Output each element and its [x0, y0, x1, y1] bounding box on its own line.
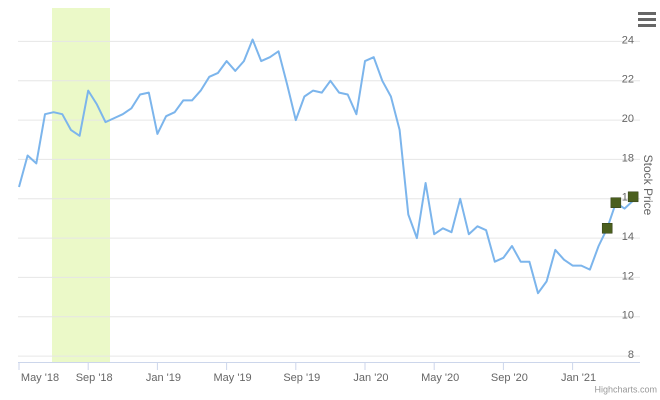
menu-button[interactable] — [638, 12, 656, 27]
price-line — [18, 38, 634, 295]
menu-bar — [638, 18, 656, 21]
x-tick-label: Sep '20 — [491, 372, 528, 384]
menu-bar — [638, 24, 656, 27]
y-tick-label: 14 — [622, 231, 634, 243]
y-tick-label: 10 — [622, 310, 634, 322]
y-tick-label: 20 — [622, 113, 634, 125]
x-tick-label: Jan '20 — [353, 372, 388, 384]
y-tick-label: 12 — [622, 270, 634, 282]
x-tick-label: Jan '19 — [146, 372, 181, 384]
x-tick-label: Sep '18 — [76, 372, 113, 384]
y-tick-label: 24 — [622, 34, 634, 46]
y-tick-label: 22 — [622, 74, 634, 86]
plot-band — [52, 8, 110, 362]
menu-bar — [638, 12, 656, 15]
credits[interactable]: Highcharts.com — [594, 384, 657, 394]
x-tick-label: Sep '19 — [283, 372, 320, 384]
x-tick-label: May '19 — [214, 372, 252, 384]
plot — [18, 38, 639, 295]
x-tick-label: Jan '21 — [561, 372, 596, 384]
y-tick-label: 8 — [628, 349, 634, 361]
y-axis-title: Stock Price — [641, 155, 655, 216]
signal-marker — [610, 197, 622, 208]
x-tick-label: May '18 — [21, 372, 59, 384]
signal-marker — [627, 191, 639, 203]
y-tick-label: 18 — [622, 152, 634, 164]
signal-marker — [601, 223, 613, 234]
x-tick-label: May '20 — [421, 372, 459, 384]
